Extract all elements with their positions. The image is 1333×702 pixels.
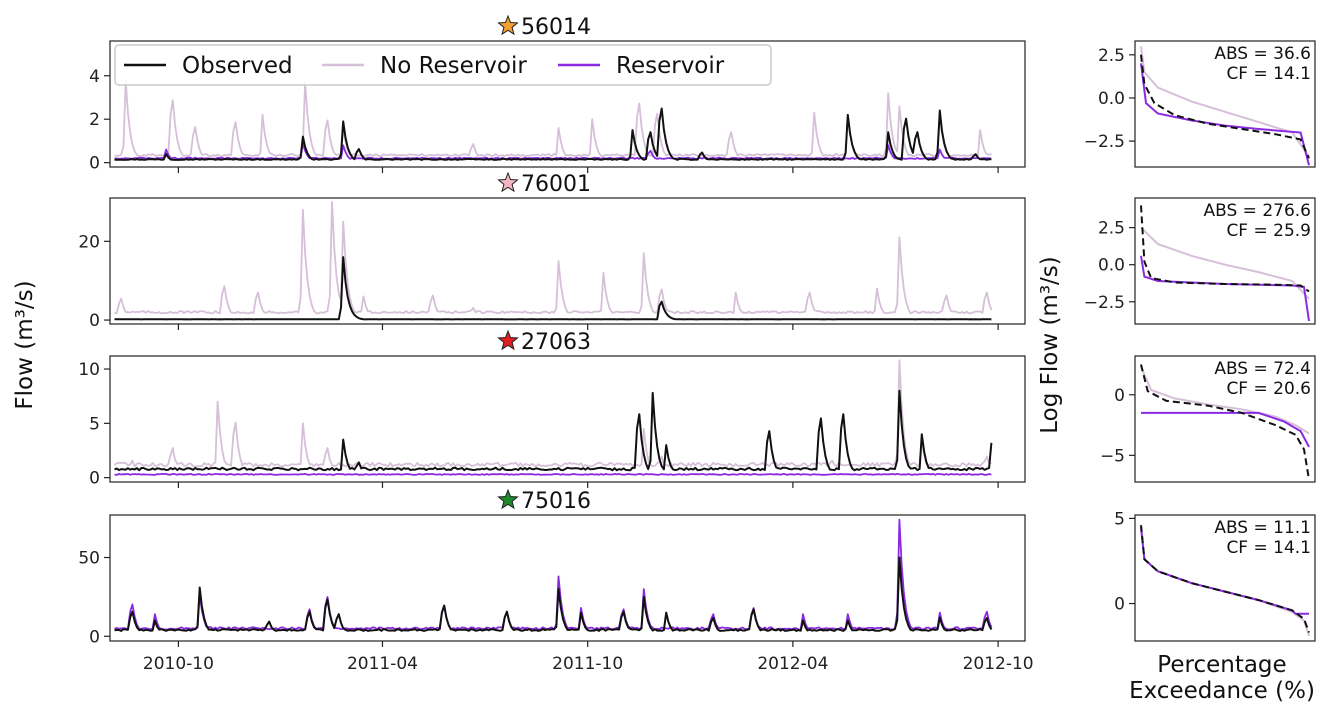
fdc-metric-text: CF = 20.6 bbox=[1226, 379, 1311, 399]
legend: Observed No Reservoir Reservoir bbox=[114, 44, 772, 86]
fdc-y-tick-label: 0 bbox=[1114, 595, 1125, 615]
station-star-icon bbox=[497, 329, 519, 351]
panel-frame bbox=[109, 40, 1026, 168]
series-reservoir bbox=[114, 518, 993, 631]
legend-label: Reservoir bbox=[616, 53, 725, 79]
fdc-y-tick-label: −2.5 bbox=[1084, 132, 1125, 152]
panel-title: 27063 bbox=[521, 330, 591, 355]
fdc-y-tick-label: 0.0 bbox=[1098, 89, 1125, 109]
fdc-metric-text: CF = 25.9 bbox=[1226, 221, 1311, 241]
left-y-axis-label: Flow (m³/s) bbox=[12, 280, 38, 409]
fdc-metric-text: ABS = 11.1 bbox=[1214, 518, 1311, 538]
panel-title: 56014 bbox=[521, 15, 591, 40]
fdc-metric-text: ABS = 276.6 bbox=[1203, 201, 1311, 221]
series-no-reservoir bbox=[114, 201, 993, 315]
fdc-frame bbox=[1134, 197, 1316, 325]
fdc-no-reservoir-curve bbox=[1140, 226, 1310, 300]
y-tick-label: 2 bbox=[89, 110, 100, 130]
y-tick-label: 0 bbox=[89, 154, 100, 174]
y-tick-label: 0 bbox=[89, 311, 100, 331]
fdc-frame bbox=[1134, 514, 1316, 642]
right-x-axis-label-line1: Percentage bbox=[1157, 652, 1286, 678]
station-star-icon bbox=[497, 14, 519, 36]
fdc-metric-text: CF = 14.1 bbox=[1226, 64, 1311, 84]
legend-label: Observed bbox=[182, 53, 293, 79]
fdc-panel-56014: 2.5 0.0 −2.5 ABS = 36.6CF = 14.1 bbox=[1084, 40, 1316, 168]
time-series-panels: 56014 0 2 4 76001 0 20 27063 0 5 10 75016 0 50 2010-10… bbox=[78, 14, 1034, 674]
fdc-y-tick-label: 5 bbox=[1114, 509, 1125, 529]
x-tick-label: 2012-10 bbox=[963, 654, 1034, 674]
legend-label: No Reservoir bbox=[380, 53, 527, 79]
panel-frame bbox=[109, 355, 1026, 483]
y-tick-label: 20 bbox=[78, 232, 100, 252]
fdc-panel-76001: 2.5 0.0 −2.5 ABS = 276.6CF = 25.9 bbox=[1084, 197, 1316, 325]
fdc-panel-27063: 0 −5 ABS = 72.4CF = 20.6 bbox=[1100, 355, 1316, 483]
fdc-y-tick-label: −2.5 bbox=[1084, 293, 1125, 313]
x-tick-label: 2011-10 bbox=[552, 654, 623, 674]
y-tick-label: 4 bbox=[89, 67, 100, 87]
legend-box bbox=[114, 44, 772, 86]
panel-75016: 75016 0 50 2010-10 2011-04 2011-10 2012-04 2012… bbox=[78, 488, 1034, 674]
fdc-metric-text: CF = 14.1 bbox=[1226, 538, 1311, 558]
fdc-frame bbox=[1134, 40, 1316, 168]
y-tick-label: 5 bbox=[89, 414, 100, 434]
fdc-y-tick-label: −5 bbox=[1100, 446, 1125, 466]
fdc-frame bbox=[1134, 355, 1316, 483]
series-observed bbox=[114, 256, 992, 321]
right-x-axis-label-line2: Exceedance (%) bbox=[1129, 678, 1315, 702]
series-no-reservoir bbox=[114, 79, 992, 158]
series-observed bbox=[114, 389, 993, 472]
y-tick-label: 0 bbox=[89, 627, 100, 647]
y-tick-label: 0 bbox=[89, 469, 100, 489]
panel-76001: 76001 0 20 bbox=[78, 171, 1026, 331]
y-tick-label: 10 bbox=[78, 360, 100, 380]
series-observed bbox=[114, 556, 993, 632]
station-star-icon bbox=[497, 171, 519, 193]
fdc-observed-curve bbox=[1140, 364, 1310, 480]
series-reservoir bbox=[114, 142, 992, 160]
fdc-no-reservoir-curve bbox=[1140, 366, 1310, 435]
fdc-y-tick-label: 2.5 bbox=[1098, 219, 1125, 239]
station-star-icon bbox=[497, 488, 519, 510]
fdc-y-tick-label: 0.0 bbox=[1098, 256, 1125, 276]
series-reservoir bbox=[114, 473, 992, 476]
series-observed bbox=[114, 107, 992, 161]
fdc-y-tick-label: 2.5 bbox=[1098, 46, 1125, 66]
x-tick-label: 2012-04 bbox=[757, 654, 828, 674]
panel-56014: 56014 0 2 4 bbox=[89, 14, 1026, 174]
right-y-axis-label: Log Flow (m³/s) bbox=[1037, 256, 1063, 434]
fdc-reservoir-curve bbox=[1140, 63, 1310, 166]
panel-title: 75016 bbox=[521, 489, 591, 514]
fdc-panel-75016: 5 0 ABS = 11.1CF = 14.1 bbox=[1114, 509, 1316, 642]
fdc-observed-curve bbox=[1140, 54, 1310, 159]
series-no-reservoir bbox=[113, 359, 992, 468]
x-tick-label: 2010-10 bbox=[143, 654, 214, 674]
panel-frame bbox=[109, 514, 1026, 642]
x-tick-label: 2011-04 bbox=[347, 654, 418, 674]
fdc-y-tick-label: 0 bbox=[1114, 386, 1125, 406]
fdc-reservoir-curve bbox=[1141, 411, 1310, 448]
fdc-metric-text: ABS = 72.4 bbox=[1214, 359, 1311, 379]
panel-title: 76001 bbox=[521, 172, 591, 197]
fdc-observed-curve bbox=[1140, 205, 1310, 293]
fdc-metric-text: ABS = 36.6 bbox=[1214, 44, 1311, 64]
fdc-observed-curve bbox=[1140, 525, 1310, 633]
y-tick-label: 50 bbox=[78, 549, 100, 569]
panel-frame bbox=[109, 197, 1026, 325]
panel-27063: 27063 0 5 10 bbox=[78, 329, 1026, 489]
